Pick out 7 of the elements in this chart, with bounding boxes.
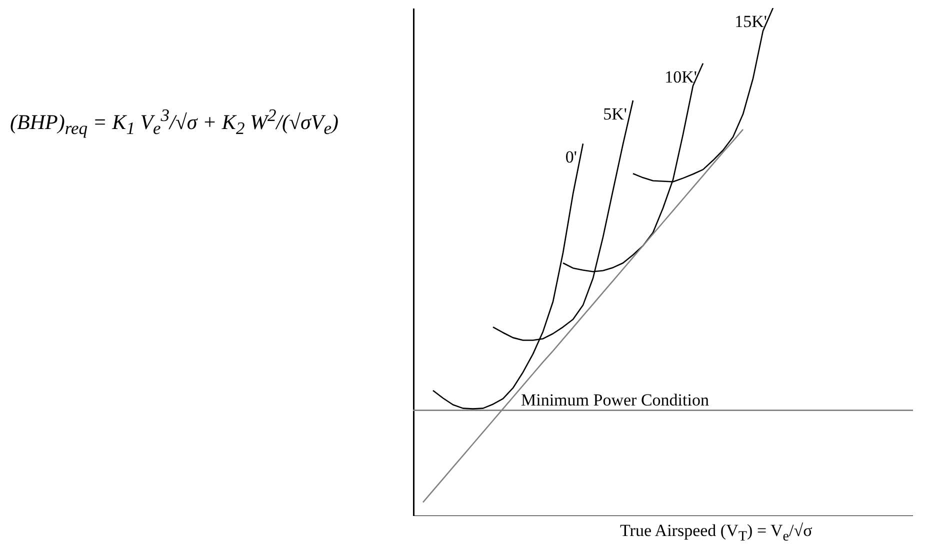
text: (BHP)$_{req}$ = K$_{1}$ V$_{e}$$^{3}$/√σ + K$_{2}$ W$^{2}$/(√σV$_{e}$): [10, 105, 339, 138]
series-label: 10K': [664, 67, 697, 86]
series-label: 5K': [603, 104, 627, 124]
x-axis-title: True Airspeed (V$_{T}$) = V$_{e}$/√σ: [620, 521, 812, 546]
series-label: 0': [565, 148, 577, 167]
ref-line-label: Minimum Power Condition: [521, 390, 710, 410]
series-label: 15K': [734, 12, 767, 31]
